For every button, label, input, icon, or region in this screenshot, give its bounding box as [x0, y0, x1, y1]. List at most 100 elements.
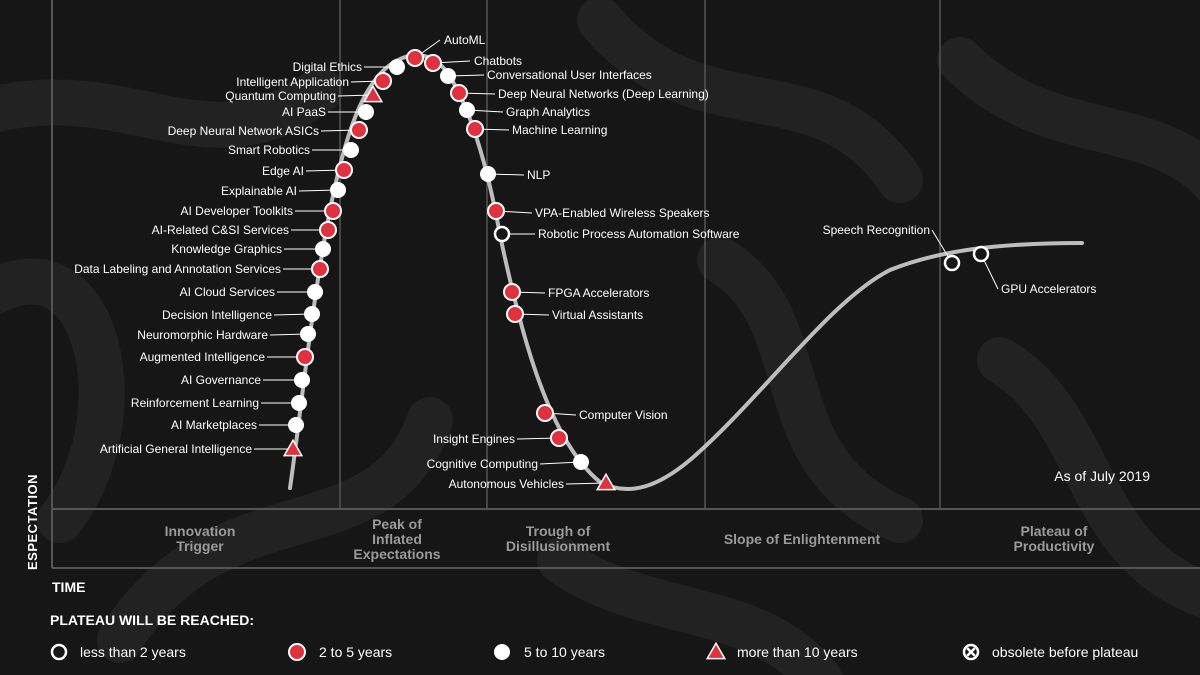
legend-open-circle-icon — [50, 643, 68, 661]
marker-digital-ethics — [389, 59, 405, 75]
marker-ai-developer-toolkits — [324, 202, 342, 220]
label-chatbots: Chatbots — [474, 54, 522, 68]
as-of-date: As of July 2019 — [1054, 468, 1150, 484]
marker-artificial-general-intelligence — [282, 438, 304, 457]
marker-reinforcement-learning — [291, 395, 307, 411]
marker-ai-marketplaces — [288, 417, 304, 433]
label-virtual-assistants: Virtual Assistants — [552, 308, 643, 322]
technology-items: AutoML Chatbots Digital Ethics Conversation… — [74, 33, 1096, 491]
marker-deep-neural-network-asics — [350, 121, 368, 139]
marker-conversational-user-interfaces — [440, 68, 456, 84]
label-digital-ethics: Digital Ethics — [293, 60, 362, 74]
label-fpga-accelerators: FPGA Accelerators — [548, 286, 649, 300]
legend-red-circle-icon — [288, 643, 306, 661]
label-computer-vision: Computer Vision — [579, 408, 668, 422]
label-reinforcement-learning: Reinforcement Learning — [131, 396, 259, 410]
legend-item-red-circle: 2 to 5 years — [288, 643, 392, 661]
legend-x-circle-icon — [962, 643, 980, 661]
label-smart-robotics: Smart Robotics — [228, 143, 310, 157]
marker-ai-related-c-si-services — [319, 221, 337, 239]
marker-augmented-intelligence — [296, 348, 314, 366]
label-ai-developer-toolkits: AI Developer Toolkits — [181, 204, 294, 218]
marker-graph-analytics — [459, 102, 475, 118]
legend-white-circle-icon — [494, 644, 510, 660]
marker-automl — [406, 49, 424, 67]
legend-item-red-triangle: more than 10 years — [705, 641, 858, 660]
marker-gpu-accelerators — [972, 245, 990, 263]
legend-label: 5 to 10 years — [524, 644, 605, 660]
legend-label: less than 2 years — [80, 644, 186, 660]
legend-label: 2 to 5 years — [319, 644, 392, 660]
phase-label-slope: Slope of Enlightenment — [724, 531, 881, 547]
marker-edge-ai — [335, 161, 353, 179]
label-quantum-computing: Quantum Computing — [225, 89, 336, 103]
legend-label: more than 10 years — [737, 644, 858, 660]
label-neuromorphic-hardware: Neuromorphic Hardware — [137, 328, 268, 342]
label-vpa-enabled-wireless-speakers: VPA-Enabled Wireless Speakers — [535, 206, 710, 220]
label-data-labeling-and-annotation-services: Data Labeling and Annotation Services — [74, 262, 281, 276]
y-axis-label: ESPECTATION — [25, 474, 40, 570]
label-insight-engines: Insight Engines — [433, 432, 515, 446]
marker-smart-robotics — [343, 142, 359, 158]
label-intelligent-application: Intelligent Application — [236, 75, 349, 89]
phase-labels: Innovation Trigger Peak of Inflated Expectat… — [165, 516, 1095, 562]
legend-title: PLATEAU WILL BE REACHED: — [50, 612, 254, 628]
marker-ai-paas — [358, 104, 374, 120]
label-automl: AutoML — [444, 33, 486, 47]
label-deep-neural-networks-deep-learning: Deep Neural Networks (Deep Learning) — [498, 87, 709, 101]
legend-item-open-circle: less than 2 years — [50, 643, 186, 661]
marker-explainable-ai — [330, 182, 346, 198]
label-nlp: NLP — [527, 168, 550, 182]
phase-label-plateau: Plateau of Productivity — [1014, 523, 1095, 554]
legend-red-triangle-icon — [705, 641, 727, 660]
markers — [282, 49, 990, 491]
marker-nlp — [480, 166, 496, 182]
label-explainable-ai: Explainable AI — [221, 184, 297, 198]
label-ai-related-c-si-services: AI-Related C&SI Services — [152, 223, 289, 237]
marker-ai-governance — [294, 372, 310, 388]
label-speech-recognition: Speech Recognition — [823, 223, 930, 237]
label-ai-governance: AI Governance — [181, 373, 261, 387]
marker-neuromorphic-hardware — [300, 326, 316, 342]
label-machine-learning: Machine Learning — [512, 123, 607, 137]
marker-quantum-computing — [362, 84, 384, 103]
label-autonomous-vehicles: Autonomous Vehicles — [449, 477, 564, 491]
marker-virtual-assistants — [506, 305, 524, 323]
label-cognitive-computing: Cognitive Computing — [427, 457, 538, 471]
phase-label-peak: Peak of Inflated Expectations — [353, 516, 440, 562]
marker-fpga-accelerators — [503, 283, 521, 301]
label-augmented-intelligence: Augmented Intelligence — [140, 350, 266, 364]
label-ai-marketplaces: AI Marketplaces — [171, 418, 257, 432]
legend-item-white-circle: 5 to 10 years — [494, 644, 605, 660]
label-ai-paas: AI PaaS — [282, 105, 326, 119]
label-graph-analytics: Graph Analytics — [506, 105, 590, 119]
marker-computer-vision — [536, 404, 554, 422]
marker-decision-intelligence — [304, 306, 320, 322]
label-artificial-general-intelligence: Artificial General Intelligence — [100, 442, 252, 456]
label-ai-cloud-services: AI Cloud Services — [180, 285, 275, 299]
label-conversational-user-interfaces: Conversational User Interfaces — [487, 68, 652, 82]
label-decision-intelligence: Decision Intelligence — [162, 308, 272, 322]
marker-robotic-process-automation-software — [493, 225, 511, 243]
legend: less than 2 years 2 to 5 years 5 to 10 yea… — [50, 641, 1138, 661]
chart-frame — [51, 0, 1200, 569]
phase-label-trough: Trough of Disillusionment — [506, 523, 611, 554]
marker-cognitive-computing — [573, 454, 589, 470]
legend-label: obsolete before plateau — [992, 644, 1138, 660]
marker-insight-engines — [550, 429, 568, 447]
marker-knowledge-graphics — [315, 241, 331, 257]
marker-autonomous-vehicles — [595, 472, 617, 491]
label-gpu-accelerators: GPU Accelerators — [1001, 282, 1096, 296]
marker-chatbots — [424, 54, 442, 72]
phase-label-innovation: Innovation Trigger — [165, 523, 236, 554]
marker-deep-neural-networks-deep-learning — [450, 84, 468, 102]
marker-data-labeling-and-annotation-services — [311, 260, 329, 278]
marker-speech-recognition — [943, 254, 961, 272]
leader-autonomous-vehicles — [565, 482, 607, 485]
marker-machine-learning — [466, 120, 484, 138]
x-axis-label: TIME — [52, 579, 85, 595]
label-robotic-process-automation-software: Robotic Process Automation Software — [538, 227, 740, 241]
marker-intelligent-application — [374, 72, 392, 90]
